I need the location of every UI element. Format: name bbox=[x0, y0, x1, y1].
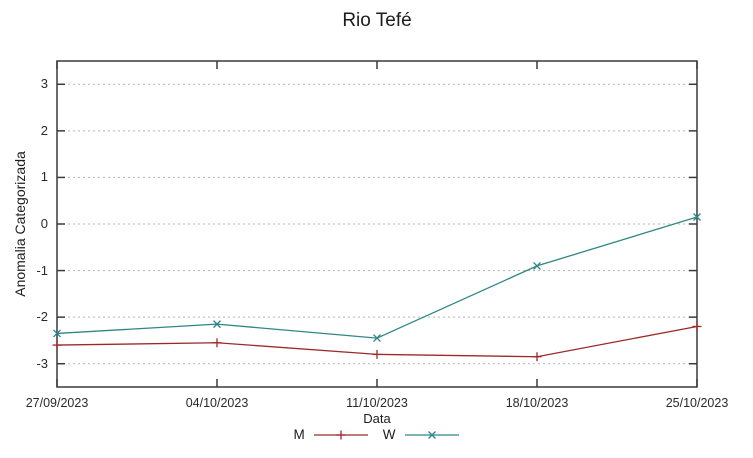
data-point-marker-w bbox=[53, 329, 61, 338]
y-tick-label: 2 bbox=[40, 122, 48, 138]
legend-label: M bbox=[293, 427, 305, 442]
x-tick-label: 25/10/2023 bbox=[665, 396, 729, 410]
y-tick-label: -3 bbox=[36, 355, 48, 371]
legend-item-w: W bbox=[383, 427, 460, 442]
x-axis-label: Data bbox=[363, 411, 391, 426]
y-tick-label: 0 bbox=[40, 216, 48, 231]
y-tick-label: 1 bbox=[40, 169, 48, 185]
legend-sample-plus-icon bbox=[313, 430, 368, 439]
chart-title: Rio Tefé bbox=[342, 10, 412, 31]
x-tick-label: 11/10/2023 bbox=[346, 396, 408, 410]
y-tick-label: -1 bbox=[36, 262, 48, 278]
legend-item-m: M bbox=[294, 427, 369, 442]
legend-sample-cross-icon bbox=[404, 430, 459, 439]
y-tick-label: -2 bbox=[36, 309, 48, 325]
x-tick-label: 27/09/2023 bbox=[25, 396, 89, 410]
data-point-marker-w bbox=[533, 261, 541, 270]
legend-label: W bbox=[382, 427, 396, 442]
x-tick-label: 04/10/2023 bbox=[185, 396, 249, 410]
data-point-marker-w bbox=[213, 320, 221, 329]
series-line-w bbox=[56, 216, 698, 339]
x-tick-label: 18/10/2023 bbox=[505, 396, 569, 410]
data-point-marker-w bbox=[693, 213, 701, 221]
data-point-marker-w bbox=[373, 334, 381, 343]
y-tick-label: 3 bbox=[40, 76, 48, 92]
legend-marker bbox=[427, 430, 436, 439]
